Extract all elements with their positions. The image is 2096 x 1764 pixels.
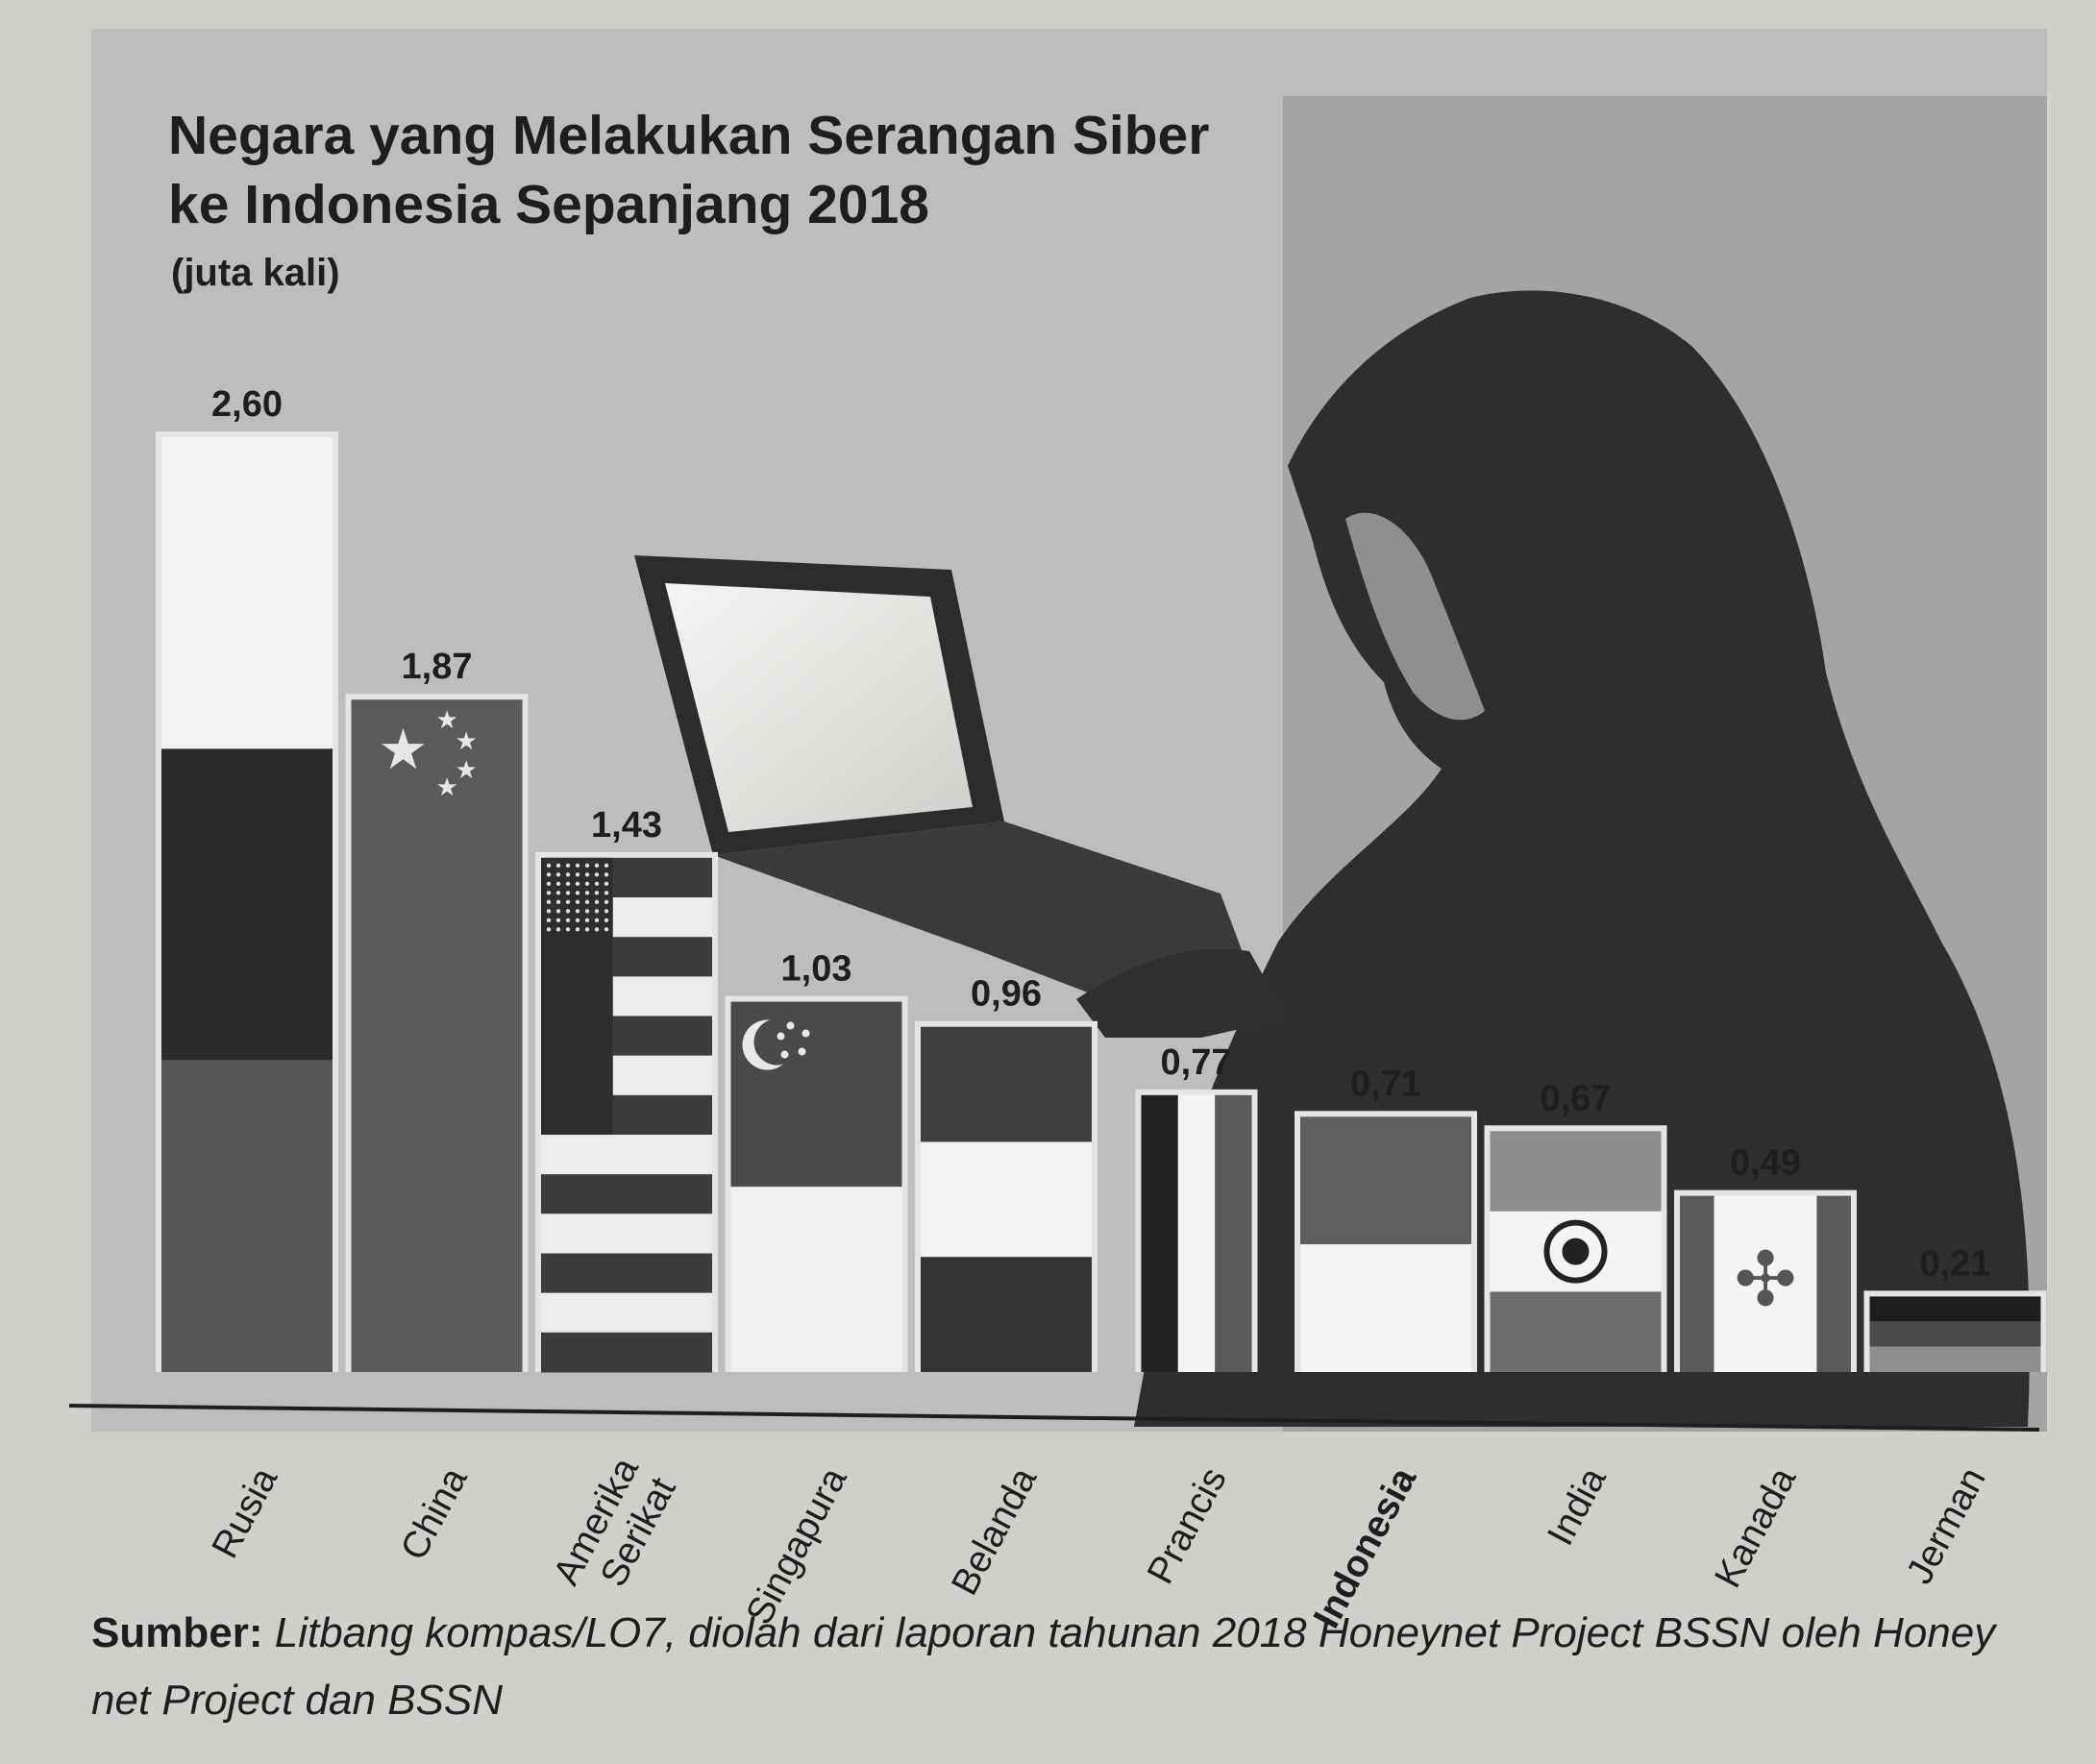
chart-title: Negara yang Melakukan Serangan Siber ke … xyxy=(168,101,1209,239)
source-text: Litbang kompas/LO7, diolah dari laporan … xyxy=(91,1609,1996,1724)
bar-belanda xyxy=(915,1020,1097,1372)
value-label-india: 0,67 xyxy=(1541,1078,1612,1118)
category-label-line: Prancis xyxy=(1140,1461,1235,1591)
category-label-line: China xyxy=(393,1460,476,1566)
category-label-line: Belanda xyxy=(944,1460,1045,1602)
bar-india xyxy=(1484,1125,1667,1372)
category-label-china: China xyxy=(393,1460,476,1566)
value-label-indonesia: 0,71 xyxy=(1350,1064,1421,1104)
svg-text:★: ★ xyxy=(456,727,478,756)
value-label-prancis: 0,77 xyxy=(1161,1042,1232,1083)
value-label-singapura: 1,03 xyxy=(781,949,852,990)
chart-title-line-2: ke Indonesia Sepanjang 2018 xyxy=(168,174,929,235)
hacker-arm xyxy=(1076,948,1288,1038)
category-label-rusia: Rusia xyxy=(205,1460,286,1564)
source-label: Sumber: xyxy=(91,1609,263,1656)
category-label-line: Rusia xyxy=(205,1460,286,1564)
chart-title-line-1: Negara yang Melakukan Serangan Siber xyxy=(168,105,1210,166)
x-axis-baseline xyxy=(68,1404,2040,1432)
value-label-china: 1,87 xyxy=(402,647,473,687)
bar-kanada: ✣ xyxy=(1674,1189,1857,1372)
category-label-line: Jerman xyxy=(1899,1461,1994,1591)
category-label-line: India xyxy=(1540,1460,1615,1552)
value-label-jerman: 0,21 xyxy=(1920,1243,1991,1284)
category-label-prancis: Prancis xyxy=(1140,1461,1235,1591)
hacker-face-shadow xyxy=(1345,512,1485,721)
category-label-jerman: Jerman xyxy=(1899,1461,1994,1591)
bar-jerman xyxy=(1863,1290,2047,1372)
value-label-amerika-serikat: 1,43 xyxy=(591,805,662,845)
svg-text:★: ★ xyxy=(436,706,458,735)
bar-china: ★ ★★★★ xyxy=(345,694,529,1372)
category-label-belanda: Belanda xyxy=(944,1460,1045,1602)
unit-label: (juta kali) xyxy=(171,252,340,294)
bar-rusia xyxy=(156,431,338,1372)
value-label-rusia: 2,60 xyxy=(211,384,283,425)
value-label-belanda: 0,96 xyxy=(971,974,1042,1015)
svg-text:★: ★ xyxy=(436,773,458,802)
category-label-kanada: Kanada xyxy=(1707,1460,1804,1594)
svg-text:★: ★ xyxy=(456,756,478,785)
category-label-line: Kanada xyxy=(1707,1460,1804,1594)
svg-text:★: ★ xyxy=(379,717,429,782)
source-note: Sumber: Litbang kompas/LO7, diolah dari … xyxy=(91,1600,2033,1734)
category-label-india: India xyxy=(1540,1460,1615,1552)
laptop-screen xyxy=(665,583,973,832)
bar-singapura xyxy=(725,995,908,1372)
laptop-base xyxy=(713,821,1249,999)
bar-amerika-serikat xyxy=(535,851,718,1373)
bar-prancis xyxy=(1135,1089,1258,1372)
value-label-kanada: 0,49 xyxy=(1730,1143,1801,1184)
svg-text:✣: ✣ xyxy=(1734,1237,1796,1323)
bar-indonesia xyxy=(1295,1111,1477,1372)
